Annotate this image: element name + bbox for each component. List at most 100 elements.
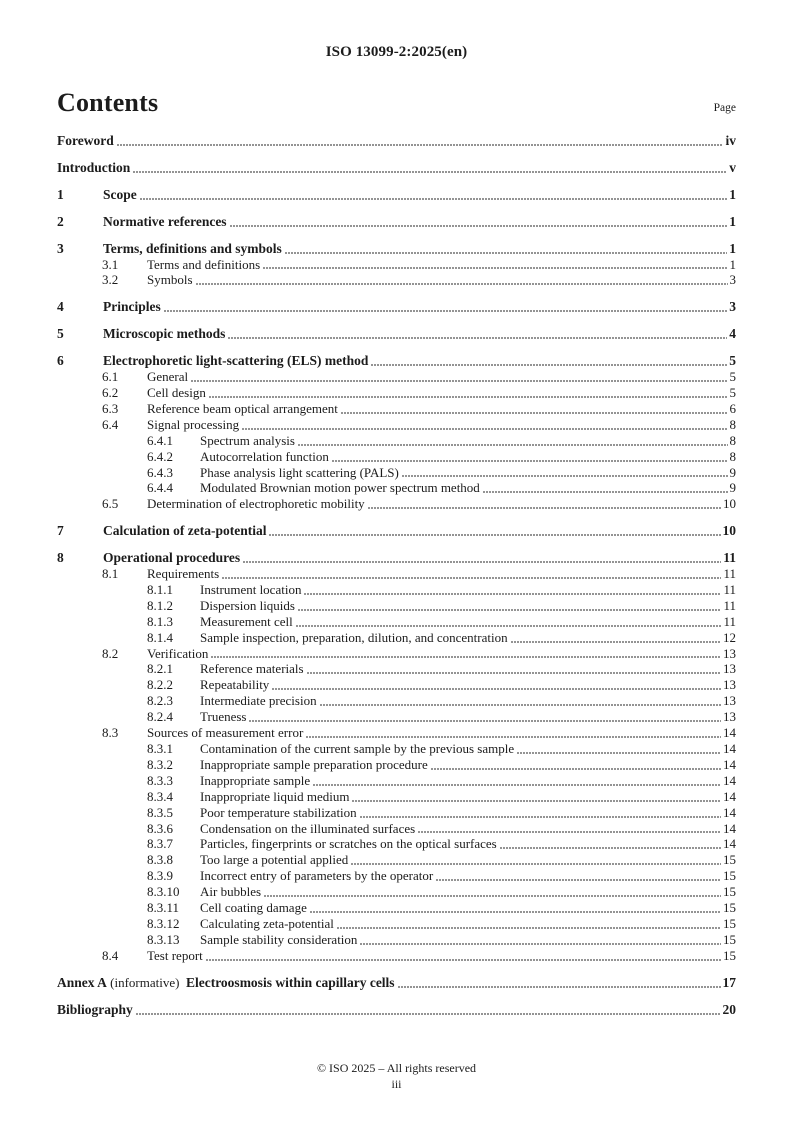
- dot-leader: [191, 378, 728, 382]
- dot-leader: [351, 862, 721, 866]
- toc-entry-label: Requirements: [147, 566, 220, 582]
- toc-entry-page: 13: [723, 645, 736, 661]
- toc-entry-page: 15: [723, 852, 736, 868]
- dot-leader: [269, 533, 721, 537]
- toc-entry: Bibliography 20: [57, 1002, 736, 1018]
- dot-leader: [313, 782, 721, 786]
- toc-entry-number: 3: [57, 240, 64, 256]
- toc-entry-label: Principles: [103, 299, 161, 315]
- toc-entry-page: 14: [723, 725, 736, 741]
- toc-entry-number: 8.2: [102, 645, 119, 661]
- toc-entry-label: Inappropriate sample: [200, 772, 311, 788]
- toc-entry-label: Electrophoretic light-scattering (ELS) m…: [103, 353, 369, 369]
- toc-entry-page: 13: [723, 677, 736, 693]
- toc-entry: 8.1.4 Sample inspection, preparation, dil…: [57, 630, 736, 646]
- toc-entry: 8.2 Verification 13: [57, 646, 736, 662]
- toc-entry-page: 1: [729, 256, 737, 272]
- toc-entry-number: 6.3: [102, 400, 119, 416]
- toc-entry-number: 8.3.5: [147, 804, 173, 820]
- toc-entry-label: Calculating zeta-potential: [200, 915, 334, 931]
- dot-leader: [205, 957, 721, 961]
- toc-entry-page: iv: [725, 133, 736, 148]
- toc-entry-label: Operational procedures: [103, 550, 241, 566]
- toc-entry-page: 9: [729, 464, 737, 480]
- toc-entry-label: Signal processing: [147, 416, 240, 432]
- toc-entry-label: Verification: [147, 645, 209, 661]
- toc-entry-page: 5: [729, 369, 737, 385]
- toc-entry-number: 8.3.1: [147, 741, 173, 756]
- toc-entry-page: 8: [729, 432, 737, 448]
- toc-entry: 8.3.11 Cell coating damage 15: [57, 900, 736, 916]
- dot-leader: [133, 169, 728, 173]
- document-reference-header: ISO 13099-2:2025(en): [325, 44, 468, 60]
- document-footer: © ISO 2025 – All rights reserved iii: [0, 1060, 793, 1092]
- toc-entry-page: 13: [723, 693, 736, 709]
- toc-entry-label: Particles, fingerprints or scratches on …: [200, 836, 497, 852]
- dot-leader: [401, 474, 728, 478]
- toc-entry-label: Modulated Brownian motion power spectrum…: [200, 480, 480, 496]
- toc-entry-page: 5: [729, 353, 736, 369]
- dot-leader: [116, 142, 724, 146]
- toc-entry-label: Measurement cell: [200, 613, 293, 629]
- footer-page-number: iii: [391, 1077, 402, 1091]
- toc-entry-number: 3.2: [102, 272, 119, 288]
- toc-entry-label: Cell design: [147, 384, 206, 400]
- dot-leader: [263, 266, 728, 270]
- toc-entry-number: 5: [57, 326, 64, 342]
- toc-entry-label: Phase analysis light scattering (PALS): [200, 464, 399, 480]
- toc-entry-page: 4: [729, 326, 736, 342]
- toc-entry-number: 6.4.1: [147, 432, 173, 448]
- toc-entry-label: Foreword: [57, 133, 114, 148]
- toc-entry-label: General: [147, 369, 189, 385]
- toc-entry-page: 14: [723, 788, 736, 804]
- toc-entry-number: 8.1.3: [147, 613, 173, 629]
- toc-entry-label: Dispersion liquids: [200, 597, 295, 613]
- dot-leader: [309, 909, 721, 913]
- toc-entry-label: Symbols: [147, 272, 193, 288]
- toc-entry-page: 11: [723, 581, 736, 597]
- toc-entry-label: Reference beam optical arrangement: [147, 400, 338, 416]
- toc-entry-page: v: [729, 159, 736, 175]
- dot-leader: [359, 814, 721, 818]
- toc-entry: 6.4.1 Spectrum analysis 8: [57, 433, 736, 449]
- toc-entry-number: 8.3.10: [147, 884, 180, 900]
- toc-entry-number: 2: [57, 213, 64, 229]
- dot-leader: [135, 1011, 721, 1015]
- toc-entry-label: Contamination of the current sample by t…: [200, 741, 515, 756]
- toc-entry: 8.2.3 Intermediate precision 13: [57, 693, 736, 709]
- dot-leader: [360, 941, 721, 945]
- toc-entry-label: Microscopic methods: [103, 326, 226, 342]
- toc-entry: 6.2 Cell design 5: [57, 385, 736, 401]
- toc-entry-number: 1: [57, 186, 64, 202]
- toc-entry-page: 14: [723, 756, 736, 772]
- toc-entry: Foreword iv: [57, 133, 736, 149]
- toc-entry-number: 4: [57, 299, 64, 315]
- dot-leader: [510, 639, 721, 643]
- toc-entry-page: 15: [723, 915, 736, 931]
- toc-entry-number: 8.3.13: [147, 931, 180, 947]
- toc-entry-number: 8.3.6: [147, 820, 173, 836]
- toc-entry-page: 20: [722, 1001, 737, 1017]
- toc-entry-number: 8.1.2: [147, 597, 173, 613]
- dot-leader: [397, 984, 721, 988]
- toc-entry-label: Annex A (informative) Electroosmosis wit…: [57, 974, 395, 990]
- toc-entry-label: Repeatability: [200, 677, 270, 693]
- toc-entry-page: 14: [723, 741, 736, 756]
- toc-entry-number: 8.3.2: [147, 756, 173, 772]
- toc-entry-label: Inappropriate sample preparation procedu…: [200, 756, 428, 772]
- dot-leader: [336, 925, 721, 929]
- toc-entry-page: 1: [729, 213, 736, 229]
- toc-entry: 4 Principles 3: [57, 299, 736, 315]
- toc-entry: 8.3.1 Contamination of the current sample…: [57, 741, 736, 757]
- dot-leader: [242, 426, 728, 430]
- toc-entry: 5 Microscopic methods 4: [57, 326, 736, 342]
- toc-entry: 7 Calculation of zeta-potential 10: [57, 523, 736, 539]
- toc-entry: 8.4 Test report 15: [57, 948, 736, 964]
- toc-entry-number: 6: [57, 353, 64, 369]
- toc-entry-number: 8.3.11: [147, 900, 180, 916]
- toc-entry: 8.1.1 Instrument location 11: [57, 582, 736, 598]
- toc-entry-label: Sample inspection, preparation, dilution…: [200, 629, 508, 645]
- toc-entry-page: 14: [723, 836, 736, 852]
- toc-entry: 8.2.2 Repeatability 13: [57, 677, 736, 693]
- toc-entry-page: 14: [723, 820, 736, 836]
